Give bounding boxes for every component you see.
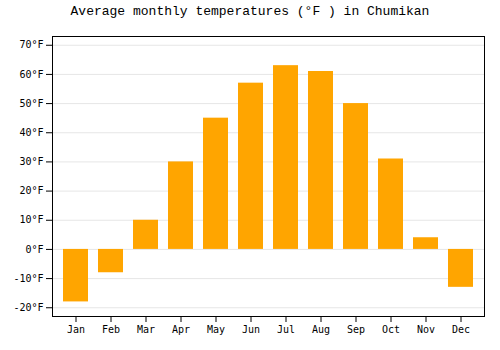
svg-text:10°F: 10°F [19,214,43,225]
svg-text:Feb: Feb [102,324,120,335]
svg-text:-10°F: -10°F [13,273,43,284]
svg-text:-20°F: -20°F [13,302,43,313]
html-text:Average monthly temperatures (: Average monthly temperatures (°F ) in Ch… [70,4,430,19]
svg-text:70°F: 70°F [19,39,43,50]
svg-text:Jul: Jul [277,324,295,335]
svg-text:50°F: 50°F [19,98,43,109]
svg-text:60°F: 60°F [19,69,43,80]
svg-text:Jan: Jan [67,324,85,335]
svg-text:40°F: 40°F [19,127,43,138]
svg-text:Jun: Jun [242,324,260,335]
svg-text:Oct: Oct [382,324,400,335]
svg-text:Apr: Apr [172,324,190,335]
svg-text:Aug: Aug [312,324,330,335]
svg-text:Nov: Nov [417,324,435,335]
svg-text:0°F: 0°F [25,244,43,255]
svg-text:Mar: Mar [137,324,155,335]
svg-text:May: May [207,324,225,335]
svg-text:30°F: 30°F [19,156,43,167]
svg-text:Sep: Sep [347,324,365,335]
svg-text:Dec: Dec [452,324,470,335]
svg-text:20°F: 20°F [19,185,43,196]
